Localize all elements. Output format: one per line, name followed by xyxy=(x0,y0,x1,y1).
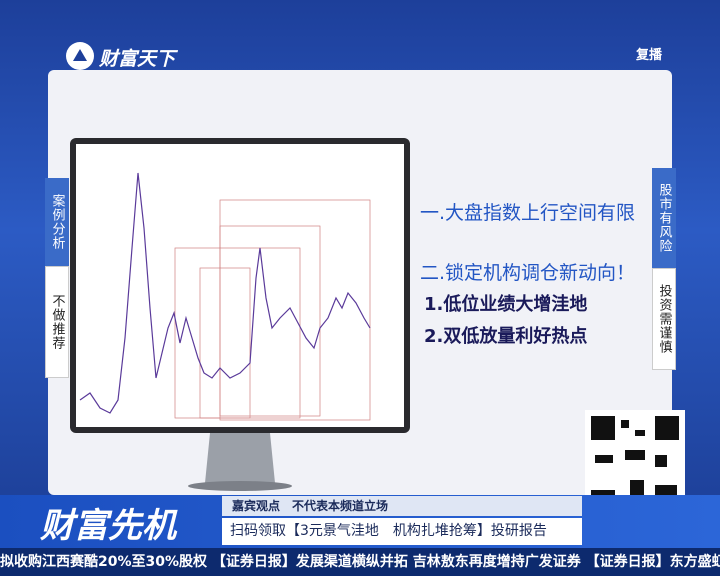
promo: 扫码领取【3元景气洼地 机构扎堆抢筹】投研报告 xyxy=(222,518,582,545)
logo-box: 财富天下 xyxy=(65,40,185,72)
monitor xyxy=(70,138,410,491)
program-title: 财富先机 xyxy=(40,506,176,546)
point-heading: 一.大盘指数上行空间有限 xyxy=(420,202,636,224)
side-tab: 投资需谨慎 xyxy=(652,268,676,370)
point-item: 1.低位业绩大增洼地 xyxy=(424,294,588,315)
side-tab: 案例分析 xyxy=(45,178,69,266)
logo-text: 财富天下 xyxy=(99,48,176,70)
side-tab: 不做推荐 xyxy=(45,266,69,378)
news-ticker: 拟收购江西赛酷20%至30%股权 【证券日报】发展渠道横纵并拓 吉林敖东再度增持… xyxy=(0,548,720,576)
disclaimer: 嘉宾观点 不代表本频道立场 xyxy=(222,496,582,516)
point-heading: 二.锁定机构调仓新动向！ xyxy=(420,262,636,284)
point-item: 2.双低放量利好热点 xyxy=(424,326,588,347)
side-tab: 股市有风险 xyxy=(652,168,676,268)
replay-badge: 复播 xyxy=(636,48,663,63)
logo-icon xyxy=(66,42,94,70)
